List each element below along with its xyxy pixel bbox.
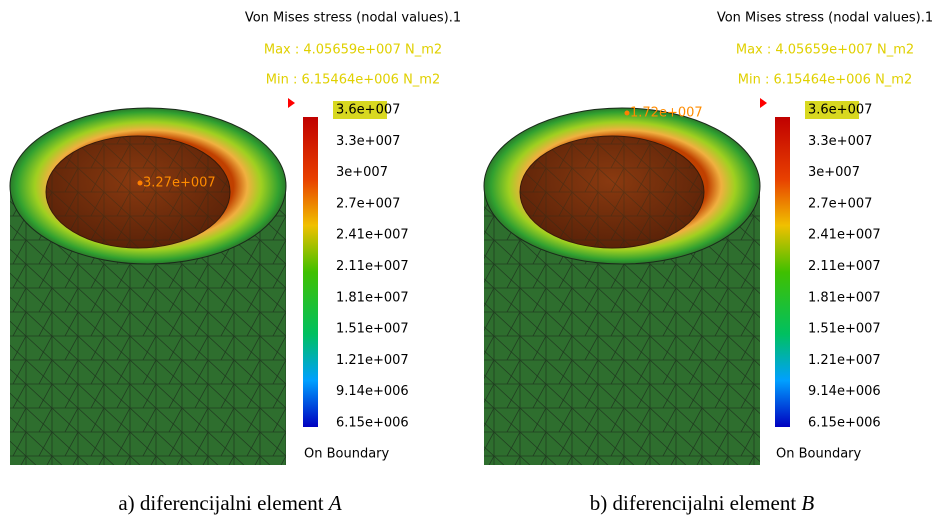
boundary-label: On Boundary: [304, 447, 390, 462]
marker-triangle: [760, 98, 767, 108]
scale-label: 3.6e+007: [336, 103, 400, 118]
scale-label: 1.21e+007: [336, 353, 409, 368]
scale-label: 3e+007: [336, 165, 388, 180]
hole-mesh: [46, 136, 230, 248]
boundary-label: On Boundary: [776, 447, 862, 462]
scale-label: 9.14e+006: [808, 384, 881, 399]
min-value: Min : 6.15464e+006 N_m2: [266, 73, 440, 88]
scale-label: 1.21e+007: [808, 353, 881, 368]
color-bar: [303, 117, 318, 427]
scale-label: 6.15e+006: [336, 416, 409, 431]
caption: a) diferencijalni element A: [118, 491, 341, 515]
scale-label: 2.41e+007: [336, 228, 409, 243]
highlight: [805, 101, 859, 119]
scale-label: 1.51e+007: [808, 322, 881, 337]
marker-triangle: [288, 98, 295, 108]
highlight: [333, 101, 387, 119]
color-bar: [775, 117, 790, 427]
panel: 1.72e+007 Von Mises stress (nodal values)…: [483, 11, 933, 515]
scale-label: 1.81e+007: [336, 290, 409, 305]
hole-mesh: [520, 136, 704, 248]
legend-title: Von Mises stress (nodal values).1: [245, 11, 461, 26]
caption-text: a) diferencijalni element: [118, 491, 323, 515]
probe-value: 1.72e+007: [630, 106, 703, 121]
scale-label: 1.51e+007: [336, 322, 409, 337]
caption-text: b) diferencijalni element: [590, 491, 797, 515]
scale-label: 2.11e+007: [808, 259, 881, 274]
scale-label: 1.81e+007: [808, 290, 881, 305]
caption: b) diferencijalni element B: [590, 491, 815, 515]
scale-label: 9.14e+006: [336, 384, 409, 399]
scale-label: 2.7e+007: [808, 196, 872, 211]
probe-dot: [137, 180, 143, 186]
scale-label: 2.7e+007: [336, 196, 400, 211]
scale-label: 2.41e+007: [808, 228, 881, 243]
max-value: Max : 4.05659e+007 N_m2: [736, 43, 914, 58]
max-value: Max : 4.05659e+007 N_m2: [264, 43, 442, 58]
min-value: Min : 6.15464e+006 N_m2: [738, 73, 912, 88]
scale-label: 3.3e+007: [336, 134, 400, 149]
caption-var: A: [327, 491, 342, 515]
scale-label: 3.3e+007: [808, 134, 872, 149]
probe-value: 3.27e+007: [143, 176, 216, 191]
scale-label: 3.6e+007: [808, 103, 872, 118]
legend-title: Von Mises stress (nodal values).1: [717, 11, 933, 26]
caption-var: B: [801, 491, 814, 515]
probe-dot: [624, 110, 630, 116]
scale-label: 3e+007: [808, 165, 860, 180]
scale-label: 2.11e+007: [336, 259, 409, 274]
panel: 3.27e+007 Von Mises stress (nodal values)…: [9, 11, 461, 515]
scale-label: 6.15e+006: [808, 416, 881, 431]
